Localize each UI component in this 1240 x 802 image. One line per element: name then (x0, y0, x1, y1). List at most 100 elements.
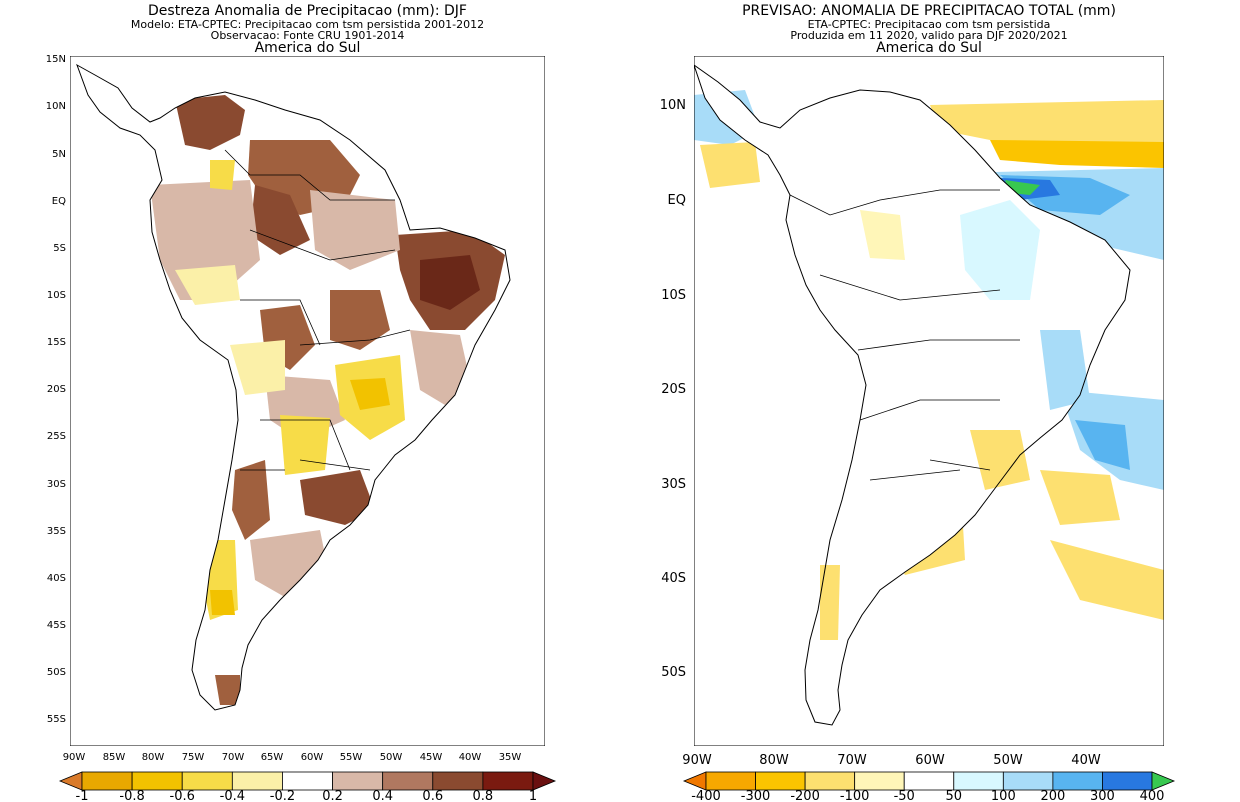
skill-shading (150, 95, 505, 705)
left-lon-axis: 90W 85W 80W 75W 70W 65W 60W 55W 50W 45W … (63, 752, 522, 763)
colorbar-swatch (231, 771, 283, 791)
left-lat-label: 30S (47, 479, 66, 490)
colorbar-swatch (705, 771, 756, 791)
left-lon-label: 70W (222, 752, 245, 763)
right-lon-label: 70W (837, 753, 867, 768)
colorbar-swatch (131, 771, 183, 791)
right-subtitle-issued: Produzida em 11 2020, valido para DJF 20… (790, 29, 1068, 42)
left-colorbar: -1 -0.8 -0.6 -0.4 -0.2 0.2 0.4 0.6 0.8 1 (58, 771, 557, 802)
right-lat-label: 10S (661, 288, 686, 303)
colorbar-swatch (482, 771, 534, 791)
colorbar-swatch (903, 771, 955, 791)
left-lat-label: 5N (52, 149, 66, 160)
right-region-title: America do Sul (876, 40, 982, 56)
colorbar-label: -400 (691, 789, 721, 802)
colorbar-swatch (682, 771, 707, 791)
right-lon-label: 90W (682, 753, 712, 768)
left-map (70, 56, 545, 746)
colorbar-label: 1 (529, 789, 537, 802)
left-lon-label: 55W (340, 752, 363, 763)
colorbar-swatch (1052, 771, 1103, 791)
left-lon-label: 85W (103, 752, 126, 763)
colorbar-swatch (953, 771, 1004, 791)
left-lon-label: 50W (380, 752, 403, 763)
right-lon-label: 40W (1071, 753, 1101, 768)
left-lon-label: 75W (182, 752, 205, 763)
colorbar-label: 0.2 (322, 789, 343, 802)
colorbar-swatch (1102, 771, 1153, 791)
left-lat-label: 15S (47, 337, 66, 348)
colorbar-swatch (755, 771, 806, 791)
left-lon-label: 35W (499, 752, 522, 763)
colorbar-label: -1 (76, 789, 89, 802)
colorbar-swatch (58, 771, 83, 791)
colorbar-swatch (854, 771, 905, 791)
left-lat-label: 20S (47, 384, 66, 395)
colorbar-label: 100 (991, 789, 1016, 802)
colorbar-label: 50 (946, 789, 963, 802)
right-lon-label: 50W (993, 753, 1023, 768)
colorbar-label: -300 (741, 789, 771, 802)
colorbar-label: 300 (1090, 789, 1115, 802)
left-lat-label: 10N (46, 101, 66, 112)
colorbar-label: -200 (790, 789, 820, 802)
left-lon-label: 45W (420, 752, 443, 763)
right-title: PREVISAO: ANOMALIA DE PRECIPITACAO TOTAL… (742, 3, 1116, 19)
left-lat-label: 35S (47, 526, 66, 537)
left-lat-label: 25S (47, 431, 66, 442)
colorbar-swatch (332, 771, 384, 791)
colorbar-swatch (1151, 771, 1176, 791)
colorbar-label: 200 (1040, 789, 1065, 802)
left-lat-label: 5S (53, 243, 66, 254)
left-region-title: America do Sul (254, 40, 361, 56)
left-lat-label: 55S (47, 714, 66, 725)
left-lat-axis: 15N 10N 5N EQ 5S 10S 15S 20S 25S 30S 35S… (46, 54, 66, 725)
colorbar-label: 400 (1140, 789, 1165, 802)
right-lat-label: 30S (661, 477, 686, 492)
right-lat-axis: 10N EQ 10S 20S 30S 40S 50S (660, 98, 686, 680)
colorbar-swatch (81, 771, 133, 791)
colorbar-swatch (282, 771, 333, 791)
left-lat-label: 10S (47, 290, 66, 301)
colorbar-swatch (432, 771, 484, 791)
left-lon-label: 60W (301, 752, 324, 763)
right-subtitle-model: ETA-CPTEC: Precipitacao com tsm persisti… (807, 18, 1051, 31)
left-subtitle-observation: Observacao: Fonte CRU 1901-2014 (210, 29, 405, 42)
colorbar-label: -0.8 (119, 789, 144, 802)
right-colorbar: -400 -300 -200 -100 -50 50 100 200 300 400 (682, 771, 1176, 802)
colorbar-swatch (181, 771, 233, 791)
left-lon-label: 90W (63, 752, 86, 763)
colorbar-label: -100 (840, 789, 870, 802)
left-title: Destreza Anomalia de Precipitacao (mm): … (148, 3, 467, 19)
colorbar-label: -0.2 (270, 789, 295, 802)
left-lon-label: 40W (459, 752, 482, 763)
right-lon-label: 60W (915, 753, 945, 768)
colorbar-label: 0.8 (473, 789, 494, 802)
colorbar-label: -0.6 (170, 789, 195, 802)
left-lon-label: 65W (261, 752, 284, 763)
right-lat-label: 20S (661, 382, 686, 397)
left-lat-label: EQ (52, 196, 66, 207)
left-lat-label: 40S (47, 573, 66, 584)
left-subtitle-model: Modelo: ETA-CPTEC: Precipitacao com tsm … (130, 18, 485, 31)
colorbar-label: 0.4 (372, 789, 393, 802)
right-lat-label: 10N (660, 98, 686, 113)
colorbar-label: -0.4 (220, 789, 245, 802)
left-lat-label: 45S (47, 620, 66, 631)
right-lon-label: 80W (759, 753, 789, 768)
colorbar-label: -50 (894, 789, 915, 802)
left-lat-label: 50S (47, 667, 66, 678)
colorbar-swatch (532, 771, 557, 791)
left-lon-label: 80W (142, 752, 165, 763)
colorbar-swatch (804, 771, 856, 791)
colorbar-swatch (382, 771, 434, 791)
left-lat-label: 15N (46, 54, 66, 65)
right-lon-axis: 90W 80W 70W 60W 50W 40W (682, 753, 1101, 768)
right-lat-label: EQ (668, 193, 686, 208)
colorbar-label: 0.6 (422, 789, 443, 802)
right-map (694, 56, 1164, 746)
right-lat-label: 40S (661, 571, 686, 586)
right-lat-label: 50S (661, 665, 686, 680)
colorbar-swatch (1002, 771, 1054, 791)
